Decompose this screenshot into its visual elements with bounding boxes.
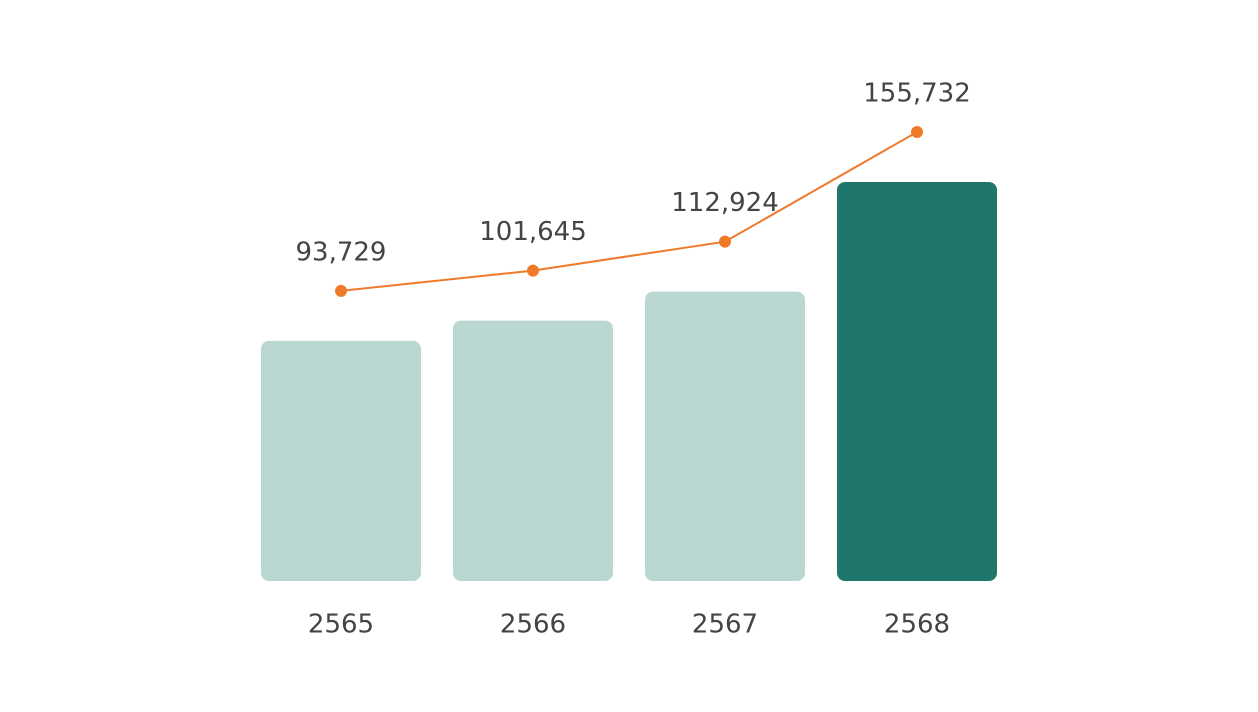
line-point <box>335 284 347 297</box>
bar <box>645 291 805 581</box>
data-label: 93,729 <box>296 237 387 267</box>
line-point <box>719 235 731 248</box>
x-tick-label: 2566 <box>500 610 566 640</box>
line <box>340 131 918 292</box>
line-point <box>911 126 923 138</box>
line-point <box>527 264 539 277</box>
data-label: 101,645 <box>479 217 587 247</box>
x-tick-label: 2568 <box>884 610 950 640</box>
data-label: 112,924 <box>671 188 779 218</box>
bar <box>837 182 997 581</box>
data-label: 155,732 <box>863 79 971 109</box>
bar <box>453 320 613 581</box>
x-tick-label: 2565 <box>308 610 374 640</box>
bar <box>261 340 421 581</box>
x-tick-label: 2567 <box>692 610 758 640</box>
